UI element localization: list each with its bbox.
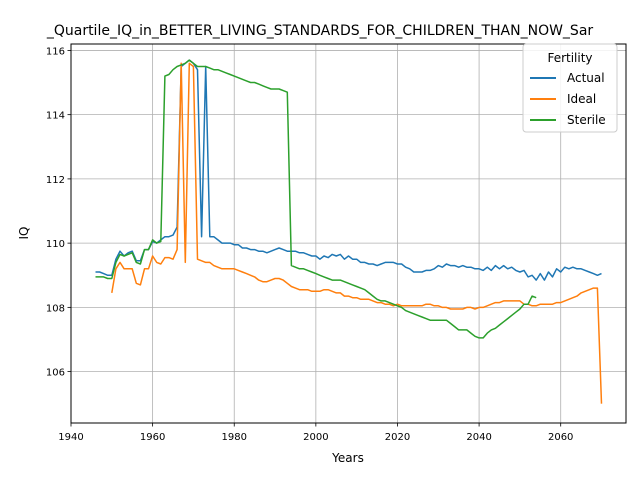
y-axis-label: IQ [17, 227, 31, 240]
axes: 1940 1960 1980 2000 2020 2040 2060 106 108 110 112… [46, 46, 574, 443]
series-lines [95, 59, 603, 404]
legend-items: Actual Ideal Sterile [530, 71, 606, 127]
x-tick-label: 2020 [385, 432, 410, 443]
x-tick-label: 2000 [303, 432, 328, 443]
y-tick-label: 116 [46, 46, 65, 57]
x-tick-label: 2040 [466, 432, 491, 443]
x-tick-label: 1980 [222, 432, 247, 443]
legend-label-sterile: Sterile [567, 113, 606, 127]
y-tick-label: 112 [46, 175, 65, 186]
x-tick-label: 2060 [548, 432, 573, 443]
series-line-ideal [111, 62, 603, 404]
y-tick-label: 114 [46, 111, 65, 122]
y-tick-label: 108 [46, 303, 65, 314]
chart-title: _Quartile_IQ_in_BETTER_LIVING_STANDARDS_… [46, 23, 594, 39]
legend-title: Fertility [547, 51, 592, 65]
series-line-sterile [95, 59, 537, 339]
legend: Fertility Actual Ideal Sterile [522, 43, 618, 133]
plot-frame [70, 43, 627, 424]
legend-label-actual: Actual [567, 71, 605, 85]
legend-box [522, 43, 618, 133]
x-axis-label: Years [331, 451, 364, 465]
x-tick-label: 1960 [140, 432, 165, 443]
legend-label-ideal: Ideal [567, 92, 596, 106]
y-tick-label: 106 [46, 368, 65, 379]
x-tick-label: 1940 [58, 432, 83, 443]
y-tick-label: 110 [46, 239, 65, 250]
